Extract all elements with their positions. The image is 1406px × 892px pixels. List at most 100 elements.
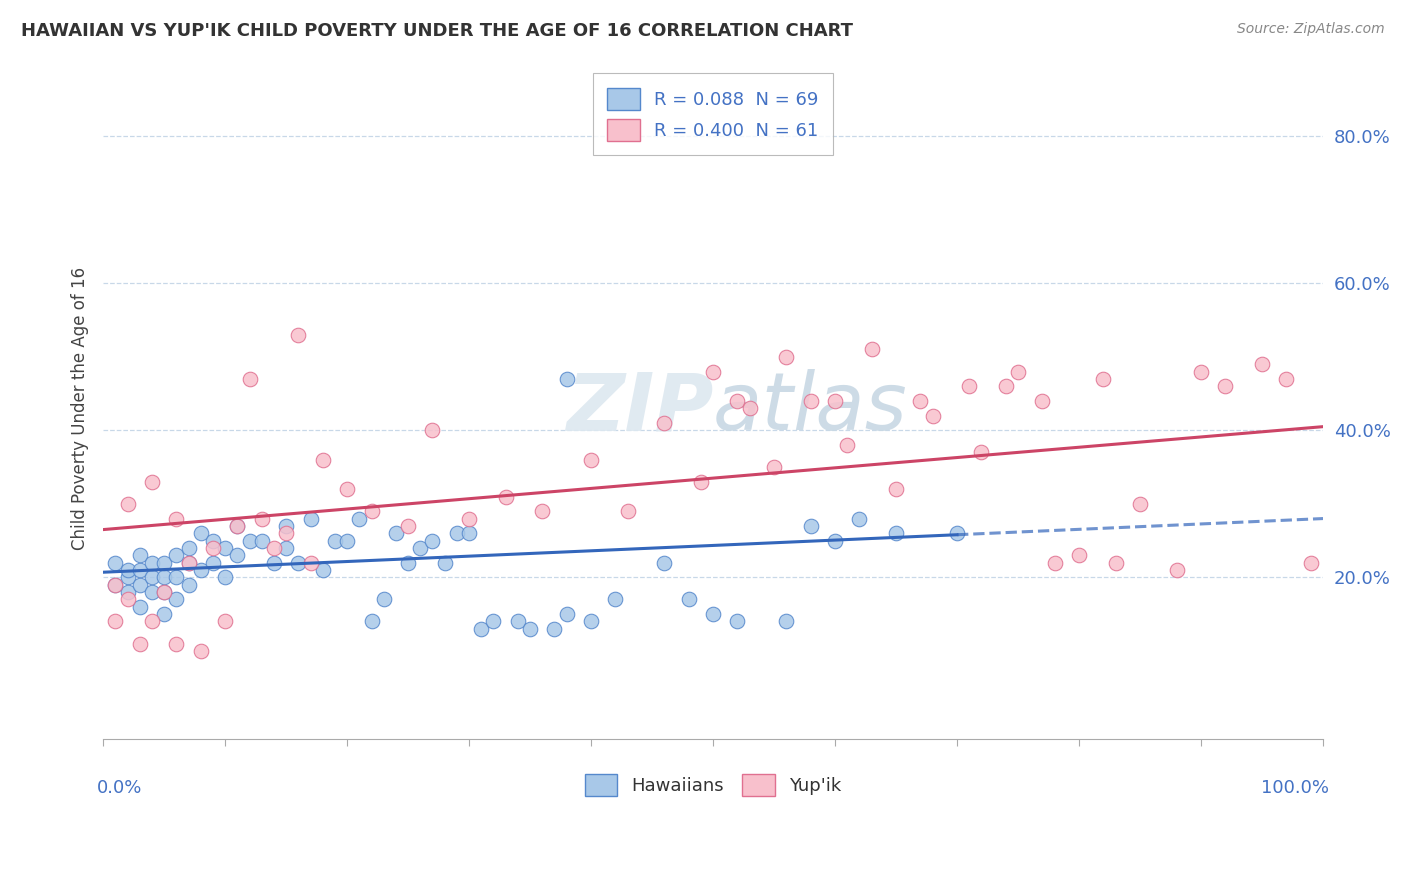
Point xyxy=(250,511,273,525)
Y-axis label: Child Poverty Under the Age of 16: Child Poverty Under the Age of 16 xyxy=(72,267,89,549)
Point xyxy=(214,615,236,629)
Point xyxy=(555,372,578,386)
Text: 0.0%: 0.0% xyxy=(97,779,142,797)
Point xyxy=(287,327,309,342)
Point xyxy=(153,570,176,584)
Point xyxy=(1092,372,1115,386)
Point xyxy=(323,533,346,548)
Point xyxy=(458,511,481,525)
Point xyxy=(1215,379,1237,393)
Point xyxy=(153,585,176,599)
Point xyxy=(824,393,846,408)
Point xyxy=(1189,364,1212,378)
Point xyxy=(117,497,139,511)
Point xyxy=(433,556,456,570)
Point xyxy=(579,615,602,629)
Point xyxy=(141,556,163,570)
Point xyxy=(274,541,297,555)
Point xyxy=(141,585,163,599)
Point xyxy=(128,563,150,577)
Point xyxy=(165,592,187,607)
Point xyxy=(190,526,212,541)
Point xyxy=(884,482,907,496)
Point xyxy=(274,519,297,533)
Point xyxy=(385,526,408,541)
Point xyxy=(128,549,150,563)
Point xyxy=(226,549,249,563)
Point xyxy=(190,563,212,577)
Point xyxy=(141,570,163,584)
Point xyxy=(226,519,249,533)
Point xyxy=(470,622,492,636)
Point xyxy=(263,556,285,570)
Point xyxy=(287,556,309,570)
Point xyxy=(177,556,200,570)
Point xyxy=(531,504,554,518)
Point xyxy=(605,592,627,607)
Point xyxy=(360,615,382,629)
Text: 100.0%: 100.0% xyxy=(1261,779,1329,797)
Point xyxy=(409,541,432,555)
Point xyxy=(1299,556,1322,570)
Point xyxy=(153,585,176,599)
Point xyxy=(775,350,797,364)
Point xyxy=(104,578,127,592)
Point xyxy=(775,615,797,629)
Point xyxy=(104,578,127,592)
Point xyxy=(689,475,711,489)
Point xyxy=(800,393,823,408)
Point xyxy=(312,452,335,467)
Point xyxy=(1129,497,1152,511)
Point xyxy=(678,592,700,607)
Point xyxy=(837,438,859,452)
Point xyxy=(848,511,870,525)
Point xyxy=(1007,364,1029,378)
Point xyxy=(263,541,285,555)
Point xyxy=(226,519,249,533)
Point xyxy=(727,615,749,629)
Point xyxy=(519,622,541,636)
Point xyxy=(727,393,749,408)
Text: atlas: atlas xyxy=(713,369,908,447)
Point xyxy=(800,519,823,533)
Point xyxy=(543,622,565,636)
Point xyxy=(702,607,724,621)
Point xyxy=(349,511,371,525)
Point xyxy=(165,636,187,650)
Point xyxy=(616,504,638,518)
Point xyxy=(1166,563,1188,577)
Point xyxy=(201,541,224,555)
Point xyxy=(117,563,139,577)
Point xyxy=(1275,372,1298,386)
Point xyxy=(763,460,786,475)
Point xyxy=(360,504,382,518)
Point xyxy=(396,519,419,533)
Text: HAWAIIAN VS YUP'IK CHILD POVERTY UNDER THE AGE OF 16 CORRELATION CHART: HAWAIIAN VS YUP'IK CHILD POVERTY UNDER T… xyxy=(21,22,853,40)
Point xyxy=(238,533,260,548)
Point xyxy=(250,533,273,548)
Point xyxy=(177,556,200,570)
Point xyxy=(396,556,419,570)
Point xyxy=(946,526,969,541)
Point xyxy=(884,526,907,541)
Point xyxy=(141,615,163,629)
Point xyxy=(994,379,1017,393)
Point xyxy=(190,644,212,658)
Text: Source: ZipAtlas.com: Source: ZipAtlas.com xyxy=(1237,22,1385,37)
Point xyxy=(652,416,675,430)
Point xyxy=(336,482,359,496)
Point xyxy=(702,364,724,378)
Point xyxy=(153,607,176,621)
Point xyxy=(299,511,322,525)
Point xyxy=(117,592,139,607)
Point xyxy=(141,475,163,489)
Point xyxy=(117,570,139,584)
Point xyxy=(824,533,846,548)
Point xyxy=(177,578,200,592)
Point xyxy=(910,393,932,408)
Point xyxy=(1067,549,1090,563)
Point xyxy=(555,607,578,621)
Point xyxy=(153,556,176,570)
Point xyxy=(970,445,993,459)
Point xyxy=(495,490,517,504)
